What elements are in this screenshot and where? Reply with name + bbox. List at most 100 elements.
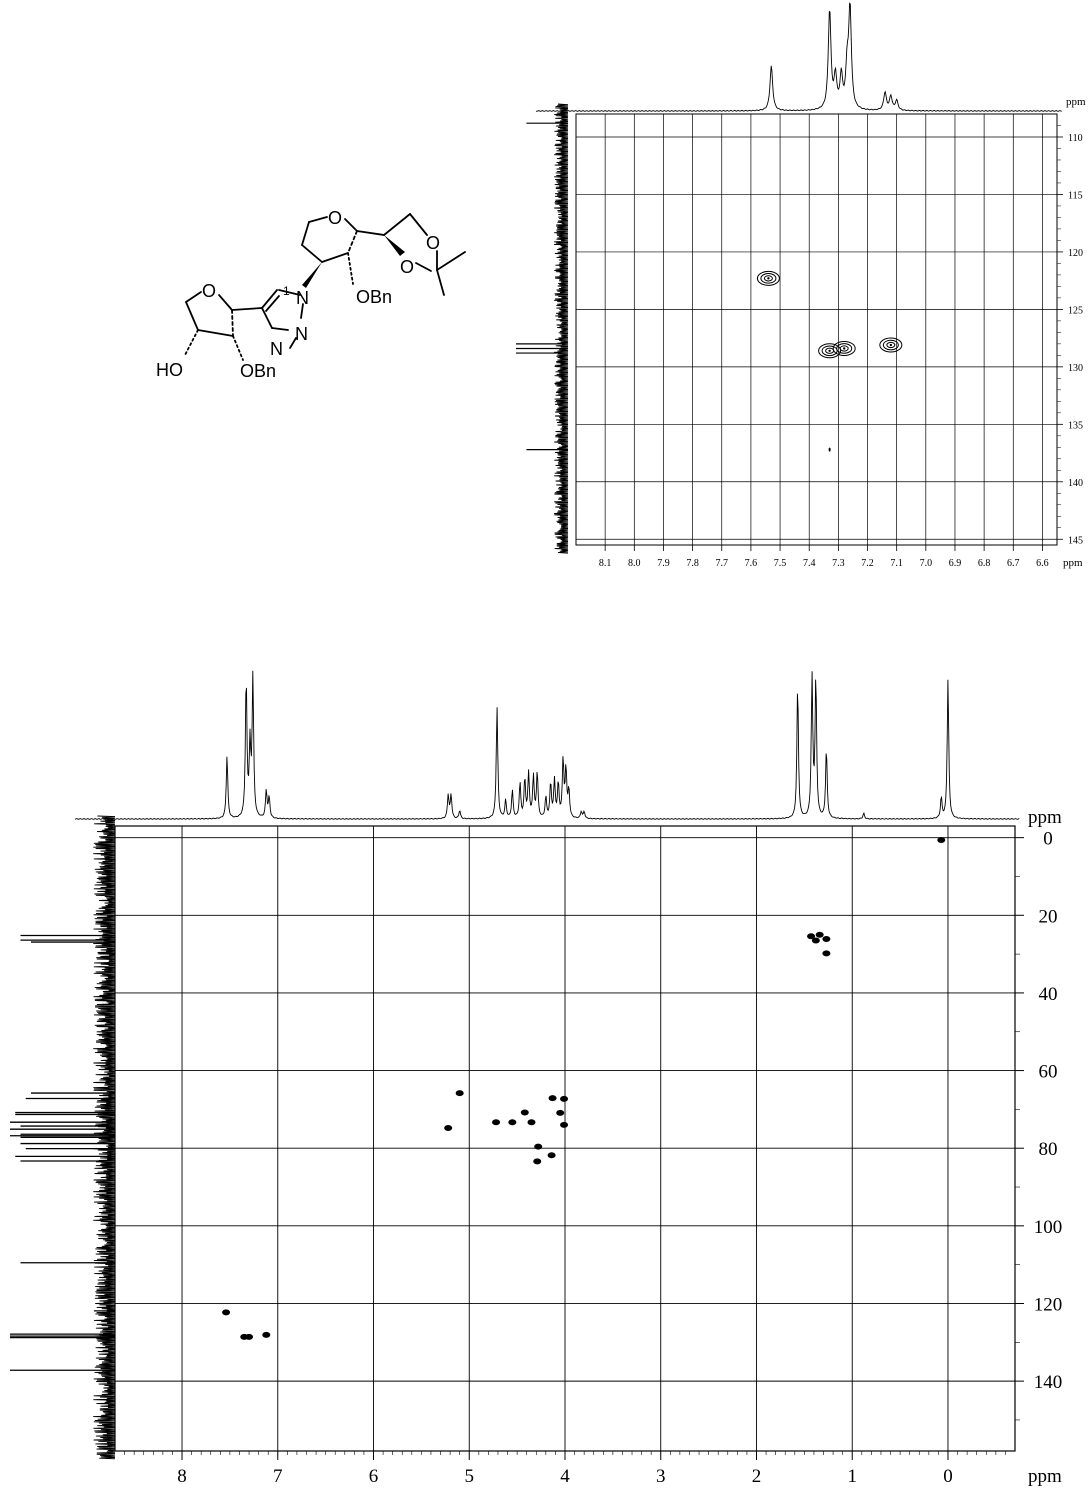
x-tick-label: 0: [943, 1466, 953, 1487]
contour-center: [767, 277, 770, 280]
contour-ring: [832, 340, 856, 356]
y-tick-label: 110: [1068, 133, 1083, 144]
y-tick-label: 0: [1043, 829, 1053, 850]
x-tick-label: 7.2: [861, 558, 874, 569]
cross-peak: [556, 1109, 565, 1116]
x-tick-label: 1: [847, 1466, 857, 1487]
x-tick-label: 5: [465, 1466, 475, 1487]
y-tick-label: 135: [1068, 420, 1083, 431]
x-tick-label: 6.6: [1036, 558, 1049, 569]
cross-peak: [262, 1331, 271, 1338]
x-tick-label: 7.1: [890, 558, 903, 569]
cross-peak: [444, 1125, 453, 1132]
hydroxyl-label: HO: [156, 360, 183, 380]
y-axis-label: ppm: [1066, 96, 1086, 108]
y-tick-label: 100: [1034, 1217, 1063, 1238]
plot-frame: [114, 825, 1016, 1452]
x-tick-label: 7.6: [745, 558, 758, 569]
x-tick-label: 6.8: [978, 558, 991, 569]
plot-frame: [575, 113, 1058, 546]
cross-peak: [245, 1333, 254, 1340]
contour-ring: [760, 273, 777, 284]
x-tick-label: 7: [273, 1466, 283, 1487]
x-tick-label: 7.4: [803, 558, 816, 569]
ring-oxygen-bottom: O: [202, 281, 216, 301]
cross-peak: [548, 1095, 557, 1102]
x-axis-label: ppm: [1028, 1466, 1062, 1487]
cross-peak: [811, 937, 820, 944]
cross-peak: [547, 1152, 556, 1159]
cross-peak: [508, 1119, 517, 1126]
x-tick-label: 6.7: [1007, 558, 1020, 569]
cross-peak: [560, 1095, 569, 1102]
y-tick-label: 130: [1068, 363, 1083, 374]
contour-center: [842, 347, 846, 350]
acetonide-oxygen-1: O: [426, 233, 440, 253]
cross-peak: [520, 1109, 529, 1116]
y-tick-label: 60: [1039, 1062, 1058, 1083]
cross-peak: [455, 1090, 464, 1097]
cross-peak: [527, 1119, 536, 1126]
cross-peak: [832, 340, 856, 356]
x-tick-label: 8.1: [599, 558, 612, 569]
triazole-n2: N: [295, 324, 308, 344]
x-tick-label: 4: [560, 1466, 570, 1487]
x-tick-label: 6: [369, 1466, 379, 1487]
triazole-n1: N: [296, 288, 309, 308]
triazole-n3: N: [270, 339, 283, 359]
x-tick-label: 7.7: [716, 558, 729, 569]
obn-bottom-label: OBn: [240, 361, 276, 381]
cross-peak: [560, 1121, 569, 1128]
y-tick-label: 20: [1039, 906, 1058, 927]
cross-peak: [822, 950, 831, 957]
cross-peak: [807, 933, 816, 940]
y-tick-label: 40: [1039, 984, 1058, 1005]
cross-peak: [879, 337, 903, 353]
y-tick-label: 125: [1068, 305, 1083, 316]
x-axis-label: ppm: [1063, 557, 1083, 569]
cross-peak: [492, 1119, 501, 1126]
x-tick-label: 8.0: [628, 558, 641, 569]
contour-ring: [886, 341, 896, 349]
cross-peak: [937, 836, 946, 843]
contour-ring: [879, 337, 903, 353]
x-tick-label: 6.9: [949, 558, 962, 569]
obn-top-label: OBn: [356, 287, 392, 307]
y-tick-label: 120: [1068, 248, 1083, 259]
contour-center: [828, 349, 831, 352]
cross-peak: [534, 1143, 543, 1150]
contour-ring: [818, 343, 842, 359]
y-tick-label: 140: [1034, 1372, 1063, 1393]
molecule-structure: O O O N N N 1 OBn O HO OBn: [156, 208, 466, 381]
y-tick-label: 140: [1068, 478, 1083, 489]
contour-ring: [839, 345, 849, 352]
y-tick-label: 80: [1039, 1139, 1058, 1160]
contour-ring: [763, 275, 773, 282]
top-projection-1h: [74, 670, 1020, 820]
cross-peak: [756, 270, 780, 286]
x-tick-label: 7.8: [686, 558, 699, 569]
cross-peak: [533, 1158, 542, 1165]
contour-ring: [882, 339, 899, 351]
x-tick-label: 7.5: [774, 558, 787, 569]
contour-ring: [756, 270, 780, 286]
contour-center: [889, 343, 893, 347]
top-projection-1h: [535, 2, 1062, 112]
triazole-locant: 1: [283, 284, 290, 298]
cross-peak: [822, 935, 831, 942]
y-tick-label: 115: [1068, 190, 1083, 201]
x-tick-label: 7.0: [920, 558, 933, 569]
y-tick-label: 120: [1034, 1294, 1063, 1315]
x-tick-label: 8: [177, 1466, 187, 1487]
x-tick-label: 7.9: [657, 558, 670, 569]
x-tick-label: 3: [656, 1466, 666, 1487]
x-tick-label: 7.3: [832, 558, 845, 569]
hsqc-zoom-aromatic: 8.1 8.0 7.9 7.8 7.7 7.6 7.5 7.4 7.3 7.2 7.1 7.0 6.9 6…: [516, 2, 1086, 569]
side-projection-13c-noise: [553, 103, 569, 554]
y-axis-label: ppm: [1028, 807, 1062, 828]
cross-peak: [815, 931, 824, 938]
contour-ring: [836, 343, 853, 354]
y-tick-label: 145: [1068, 535, 1083, 546]
x-tick-label: 2: [752, 1466, 762, 1487]
